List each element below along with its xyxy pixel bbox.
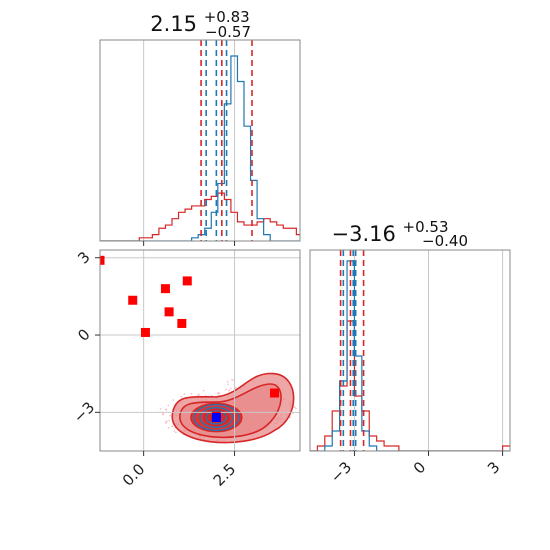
- marker-red-4: [164, 307, 174, 317]
- marker-red-6: [140, 327, 150, 337]
- marginal-y-gridlines: [353, 250, 504, 451]
- scatter-sample: [180, 395, 183, 398]
- joint-panel: 0.0 2.5 3 0 −3: [70, 248, 301, 490]
- marginal-y-panel: −3 0 3 −3.16 +0.53 −0.40: [309, 218, 511, 486]
- histogram-blue: [310, 260, 510, 451]
- scatter-sample: [159, 408, 162, 410]
- scatter-sample: [231, 378, 233, 381]
- scatter-sample: [197, 394, 200, 396]
- marginal-x-title-sup: +0.83: [204, 8, 250, 26]
- marginal-y-title-sub: −0.40: [422, 232, 468, 250]
- joint-y-tick-label-2: −3: [70, 398, 98, 426]
- marginal-y-quantile-lines: [339, 250, 365, 451]
- marker-blue: [211, 413, 221, 422]
- joint-x-tick-label-1: 2.5: [210, 460, 240, 490]
- scatter-sample: [228, 389, 231, 392]
- marginal-x-title-sub: −0.57: [205, 23, 251, 41]
- scatter-sample: [293, 406, 296, 409]
- joint-points: [100, 255, 280, 422]
- marginal-y-title-main: −3.16: [331, 222, 395, 246]
- marker-red-2: [160, 284, 170, 294]
- marginal-x-frame: [99, 39, 301, 242]
- scatter-sample: [167, 404, 170, 407]
- joint-gridlines: [100, 250, 300, 451]
- marker-red-0: [100, 255, 105, 265]
- marker-red-1: [128, 295, 138, 305]
- scatter-sample: [166, 420, 168, 423]
- marker-red-7: [270, 388, 280, 398]
- joint-y-tick-label-1: 0: [74, 325, 93, 344]
- scatter-sample: [234, 386, 237, 389]
- scatter-sample: [202, 389, 205, 392]
- scatter-sample: [173, 430, 175, 432]
- scatter-sample: [227, 383, 229, 385]
- marginal-y-ticks: −3 0 3: [327, 451, 503, 486]
- marginal-x-ticks: [143, 241, 236, 246]
- scatter-sample: [190, 392, 193, 395]
- scatter-sample: [217, 392, 219, 394]
- marginal-x-title: 2.15 +0.83: [150, 8, 249, 36]
- marginal-y-frame: [309, 249, 511, 452]
- histogram-red: [100, 192, 300, 241]
- marker-red-3: [182, 276, 192, 286]
- joint-x-ticks: 0.0 2.5: [119, 451, 240, 490]
- joint-y-tick-label-0: 3: [74, 248, 93, 267]
- histogram-blue: [100, 55, 300, 241]
- contour-blue-1: [199, 407, 234, 428]
- marginal-x-panel: 2.15 +0.83 −0.57: [99, 8, 301, 246]
- marginal-y-tick-label-1: 0: [410, 458, 429, 477]
- marginal-y-tick-label-2: 3: [484, 458, 503, 477]
- scatter-sample: [168, 419, 170, 422]
- joint-density-contours: [171, 372, 295, 444]
- joint-x-tick-label-0: 0.0: [119, 460, 149, 490]
- marginal-y-title: −3.16 +0.53: [331, 218, 448, 246]
- scatter-sample: [295, 407, 297, 410]
- scatter-sample: [162, 412, 164, 415]
- histogram-red: [310, 320, 510, 451]
- scatter-sample: [226, 380, 229, 383]
- marginal-y-histograms: [310, 260, 510, 451]
- scatter-sample: [171, 425, 174, 428]
- scatter-sample: [225, 388, 227, 391]
- scatter-sample: [165, 421, 167, 424]
- marginal-x-title-main: 2.15: [150, 12, 197, 36]
- scatter-sample: [167, 427, 170, 429]
- marginal-y-tick-label-0: −3: [327, 458, 355, 486]
- scatter-sample: [175, 431, 177, 434]
- scatter-sample: [169, 414, 171, 417]
- contour-blue-0: [193, 403, 240, 432]
- marginal-y-title-sup: +0.53: [403, 218, 449, 236]
- marginal-x-quantile-lines: [200, 40, 253, 241]
- joint-frame: [99, 249, 301, 452]
- marginal-x-histograms: [100, 55, 300, 241]
- marginal-x-gridlines: [143, 40, 236, 241]
- joint-y-ticks: 3 0 −3: [70, 248, 100, 427]
- marker-red-5: [177, 318, 187, 328]
- scatter-sample: [165, 408, 167, 410]
- scatter-sample: [183, 393, 186, 395]
- scatter-sample: [172, 399, 175, 401]
- contour-blue-2: [205, 410, 228, 425]
- scatter-sample: [229, 387, 232, 390]
